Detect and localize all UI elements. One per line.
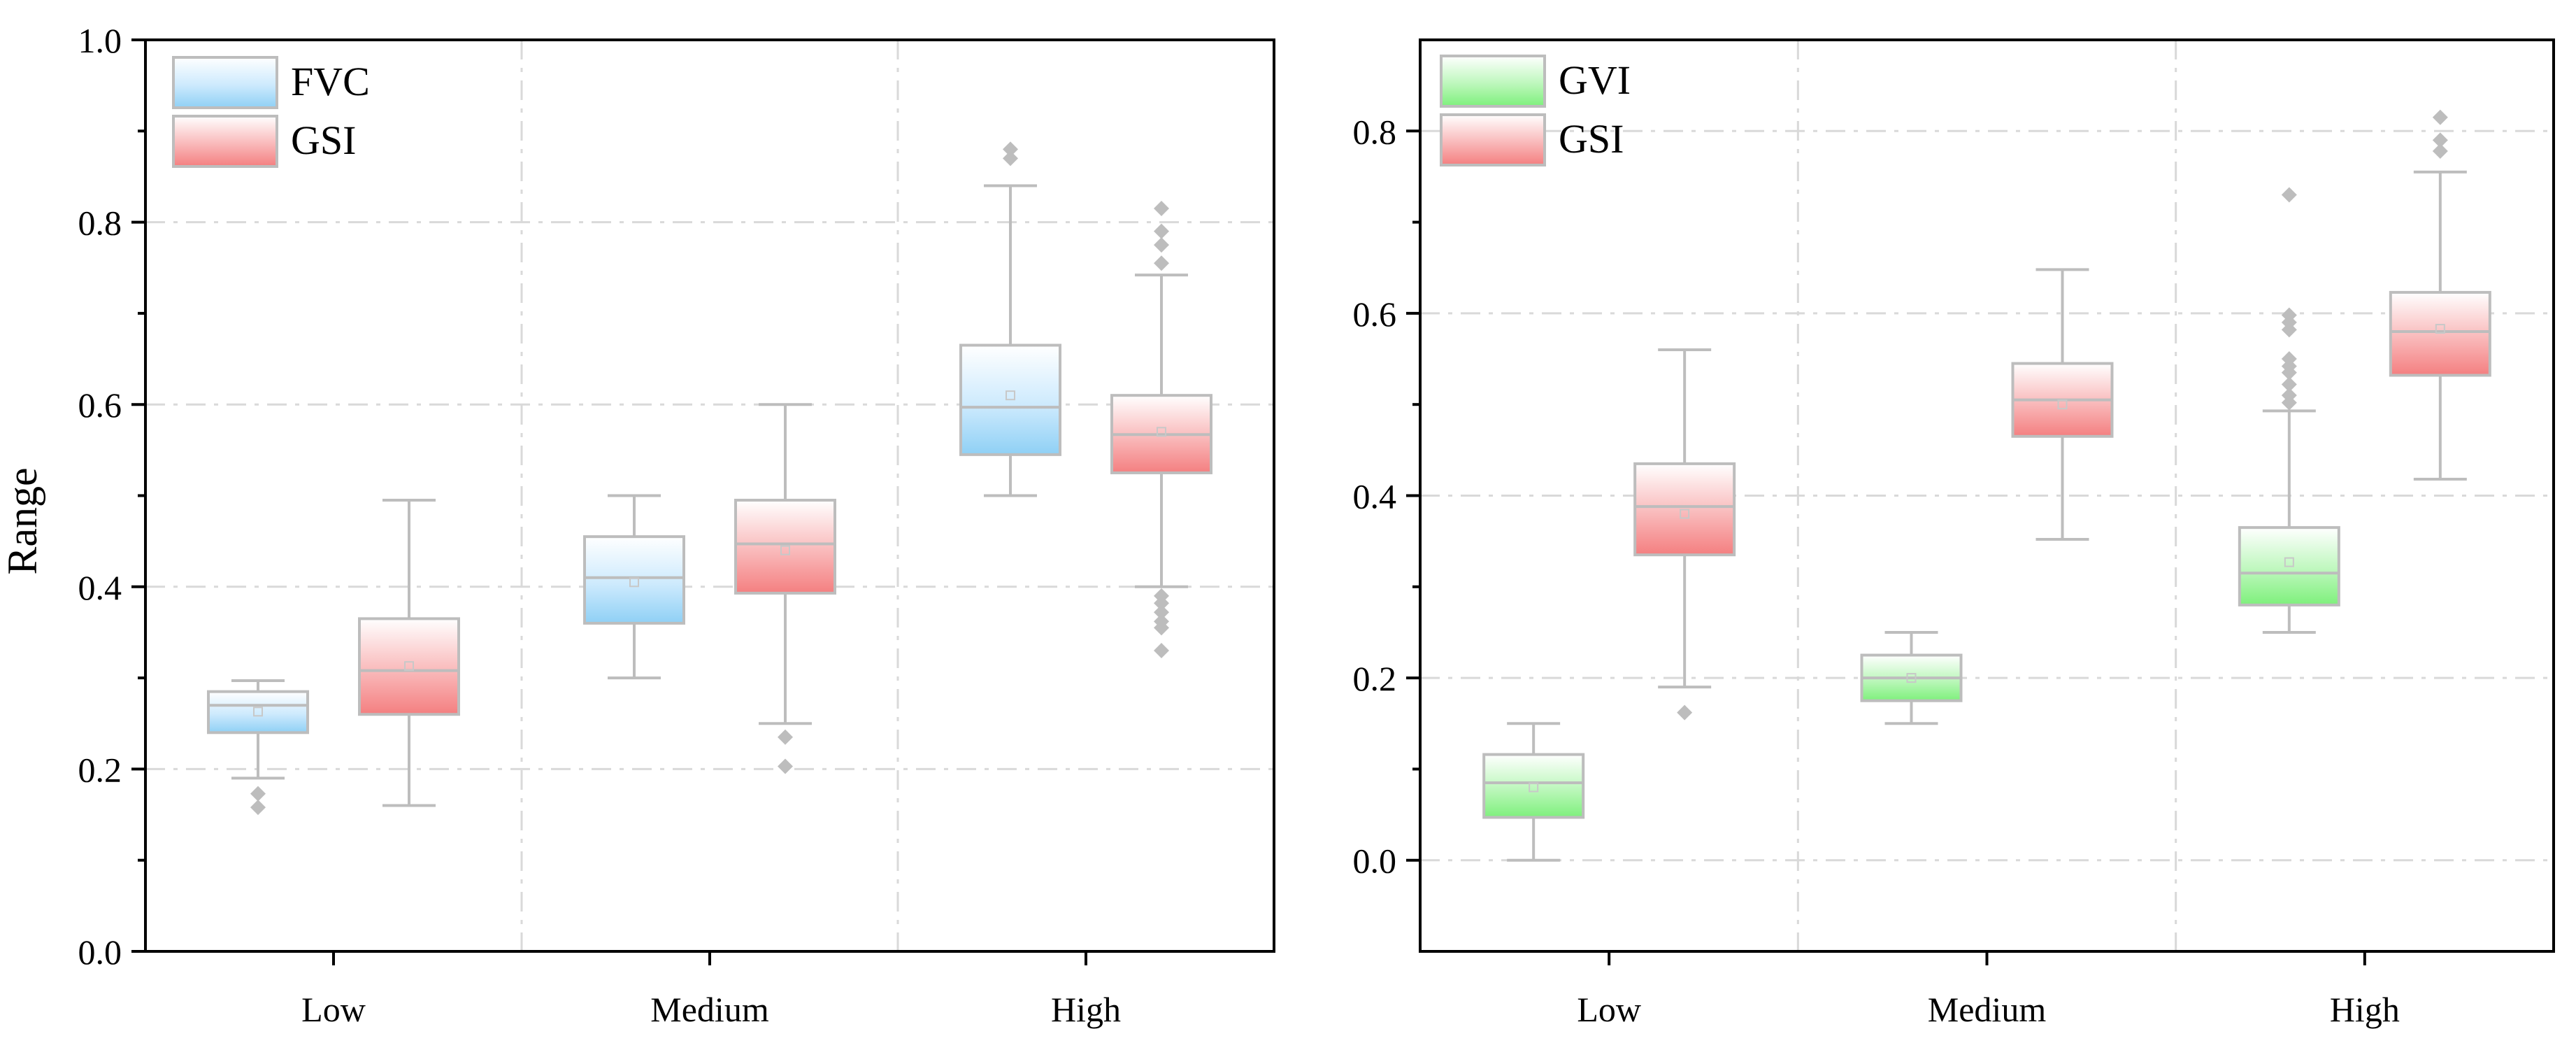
legend-entry: GSI bbox=[172, 115, 356, 168]
box-gvi-high bbox=[2238, 187, 2340, 634]
outlier-point bbox=[1154, 237, 1169, 253]
y-tick-label: 0.4 bbox=[78, 568, 122, 607]
outlier-point bbox=[1154, 223, 1169, 239]
mean-marker bbox=[253, 707, 263, 717]
y-tick-label: 0.2 bbox=[78, 750, 122, 789]
y-tick-label: 0.6 bbox=[78, 385, 122, 425]
box-gsi-high bbox=[2389, 109, 2491, 481]
legend-swatch bbox=[173, 116, 277, 166]
y-tick-label: 0.0 bbox=[78, 932, 122, 972]
y-tick-label: 0.6 bbox=[1353, 295, 1397, 334]
box-fvc-low bbox=[207, 679, 309, 816]
outlier-point bbox=[1154, 255, 1169, 271]
mean-marker bbox=[1529, 782, 1539, 793]
box-outline bbox=[734, 499, 836, 595]
outlier-point bbox=[1003, 150, 1018, 166]
outlier-point bbox=[1677, 704, 1693, 721]
box-gsi-low bbox=[358, 499, 460, 807]
legend-entry: FVC bbox=[172, 56, 370, 109]
box-outline bbox=[1482, 753, 1585, 819]
box-body bbox=[208, 691, 308, 733]
legend-swatch-outline bbox=[1440, 55, 1546, 108]
x-tick-label: High bbox=[1051, 990, 1121, 1029]
legend-swatch bbox=[1441, 115, 1545, 165]
box-gsi-low bbox=[1633, 348, 1736, 721]
y-tick-label: 0.4 bbox=[1353, 477, 1397, 516]
mean-marker bbox=[780, 545, 790, 555]
box-outline bbox=[959, 343, 1061, 456]
mean-marker bbox=[2284, 557, 2294, 567]
x-tick-label: Low bbox=[301, 990, 366, 1029]
outlier-point bbox=[2281, 364, 2297, 381]
outlier-point bbox=[2432, 109, 2448, 125]
box-outline bbox=[2389, 290, 2491, 377]
box-gsi-medium bbox=[2011, 268, 2114, 541]
box-body bbox=[585, 537, 684, 623]
outlier-point bbox=[2281, 187, 2297, 203]
box-outline bbox=[207, 690, 309, 735]
y-tick-label: 0.8 bbox=[1353, 112, 1397, 151]
legend-swatch bbox=[1441, 56, 1545, 106]
outlier-point bbox=[250, 800, 266, 816]
y-tick-label: 0.0 bbox=[1353, 842, 1397, 881]
box-outline bbox=[1633, 462, 1736, 557]
outlier-point bbox=[778, 758, 793, 774]
outlier-point bbox=[1154, 620, 1169, 636]
box-body bbox=[1484, 754, 1584, 818]
legend-entry: GSI bbox=[1440, 113, 1624, 166]
outlier-point bbox=[1154, 595, 1169, 611]
outlier-point bbox=[1154, 604, 1169, 620]
box-body bbox=[2390, 292, 2490, 376]
x-tick-label: Low bbox=[1577, 990, 1641, 1029]
mean-marker bbox=[2057, 399, 2068, 410]
outlier-point bbox=[1154, 643, 1169, 659]
mean-marker bbox=[629, 577, 639, 588]
box-outline bbox=[358, 617, 460, 716]
x-tick-label: High bbox=[2330, 990, 2400, 1029]
mean-marker bbox=[2435, 324, 2445, 334]
outlier-point bbox=[250, 786, 266, 802]
mean-marker bbox=[1906, 673, 1917, 683]
box-gsi-high bbox=[1110, 201, 1212, 659]
box-body bbox=[359, 618, 459, 715]
box-outline bbox=[583, 535, 685, 625]
plot-frame bbox=[144, 38, 1275, 953]
box-fvc-medium bbox=[583, 494, 685, 680]
chart-panel-left: Range 0.0 0.2 0.4 0.6 0.8 1.0 Low Medium High FVC… bbox=[0, 21, 1275, 1029]
box-gvi-medium bbox=[1860, 630, 1963, 725]
y-tick-label: 0.8 bbox=[78, 204, 122, 243]
outlier-point bbox=[2432, 143, 2448, 159]
box-outline bbox=[2238, 526, 2340, 606]
outlier-point bbox=[2281, 395, 2297, 411]
outlier-point bbox=[2281, 322, 2297, 338]
outlier-point bbox=[1154, 201, 1169, 217]
y-axis-label: Range bbox=[0, 467, 45, 574]
legend-label: GSI bbox=[291, 118, 356, 163]
box-gsi-medium bbox=[734, 403, 836, 774]
y-tick-label: 0.2 bbox=[1353, 659, 1397, 698]
mean-marker bbox=[1006, 390, 1015, 401]
outlier-point bbox=[1003, 141, 1018, 157]
mean-marker bbox=[1157, 427, 1166, 437]
mean-marker bbox=[404, 661, 414, 672]
x-tick-label: Medium bbox=[650, 990, 769, 1029]
legend-label: GSI bbox=[1559, 116, 1624, 162]
outlier-point bbox=[2432, 132, 2448, 148]
legend-label: FVC bbox=[291, 59, 370, 104]
legend-swatch-outline bbox=[172, 56, 278, 109]
legend-entry: GVI bbox=[1440, 55, 1631, 108]
legend-swatch bbox=[173, 57, 277, 108]
legend-label: GVI bbox=[1559, 57, 1631, 103]
mean-marker bbox=[1680, 509, 1690, 519]
chart-panel-right: 0.0 0.2 0.4 0.6 0.8 Low Medium High GVI GSI bbox=[1353, 38, 2555, 1029]
y-tick-label: 1.0 bbox=[78, 21, 122, 60]
outlier-point bbox=[2281, 376, 2297, 392]
legend-swatch-outline bbox=[1440, 113, 1546, 166]
legend-swatch-outline bbox=[172, 115, 278, 168]
box-fvc-high bbox=[959, 141, 1061, 497]
box-gvi-low bbox=[1482, 722, 1585, 862]
x-tick-label: Medium bbox=[1928, 990, 2047, 1029]
outlier-point bbox=[778, 729, 793, 745]
